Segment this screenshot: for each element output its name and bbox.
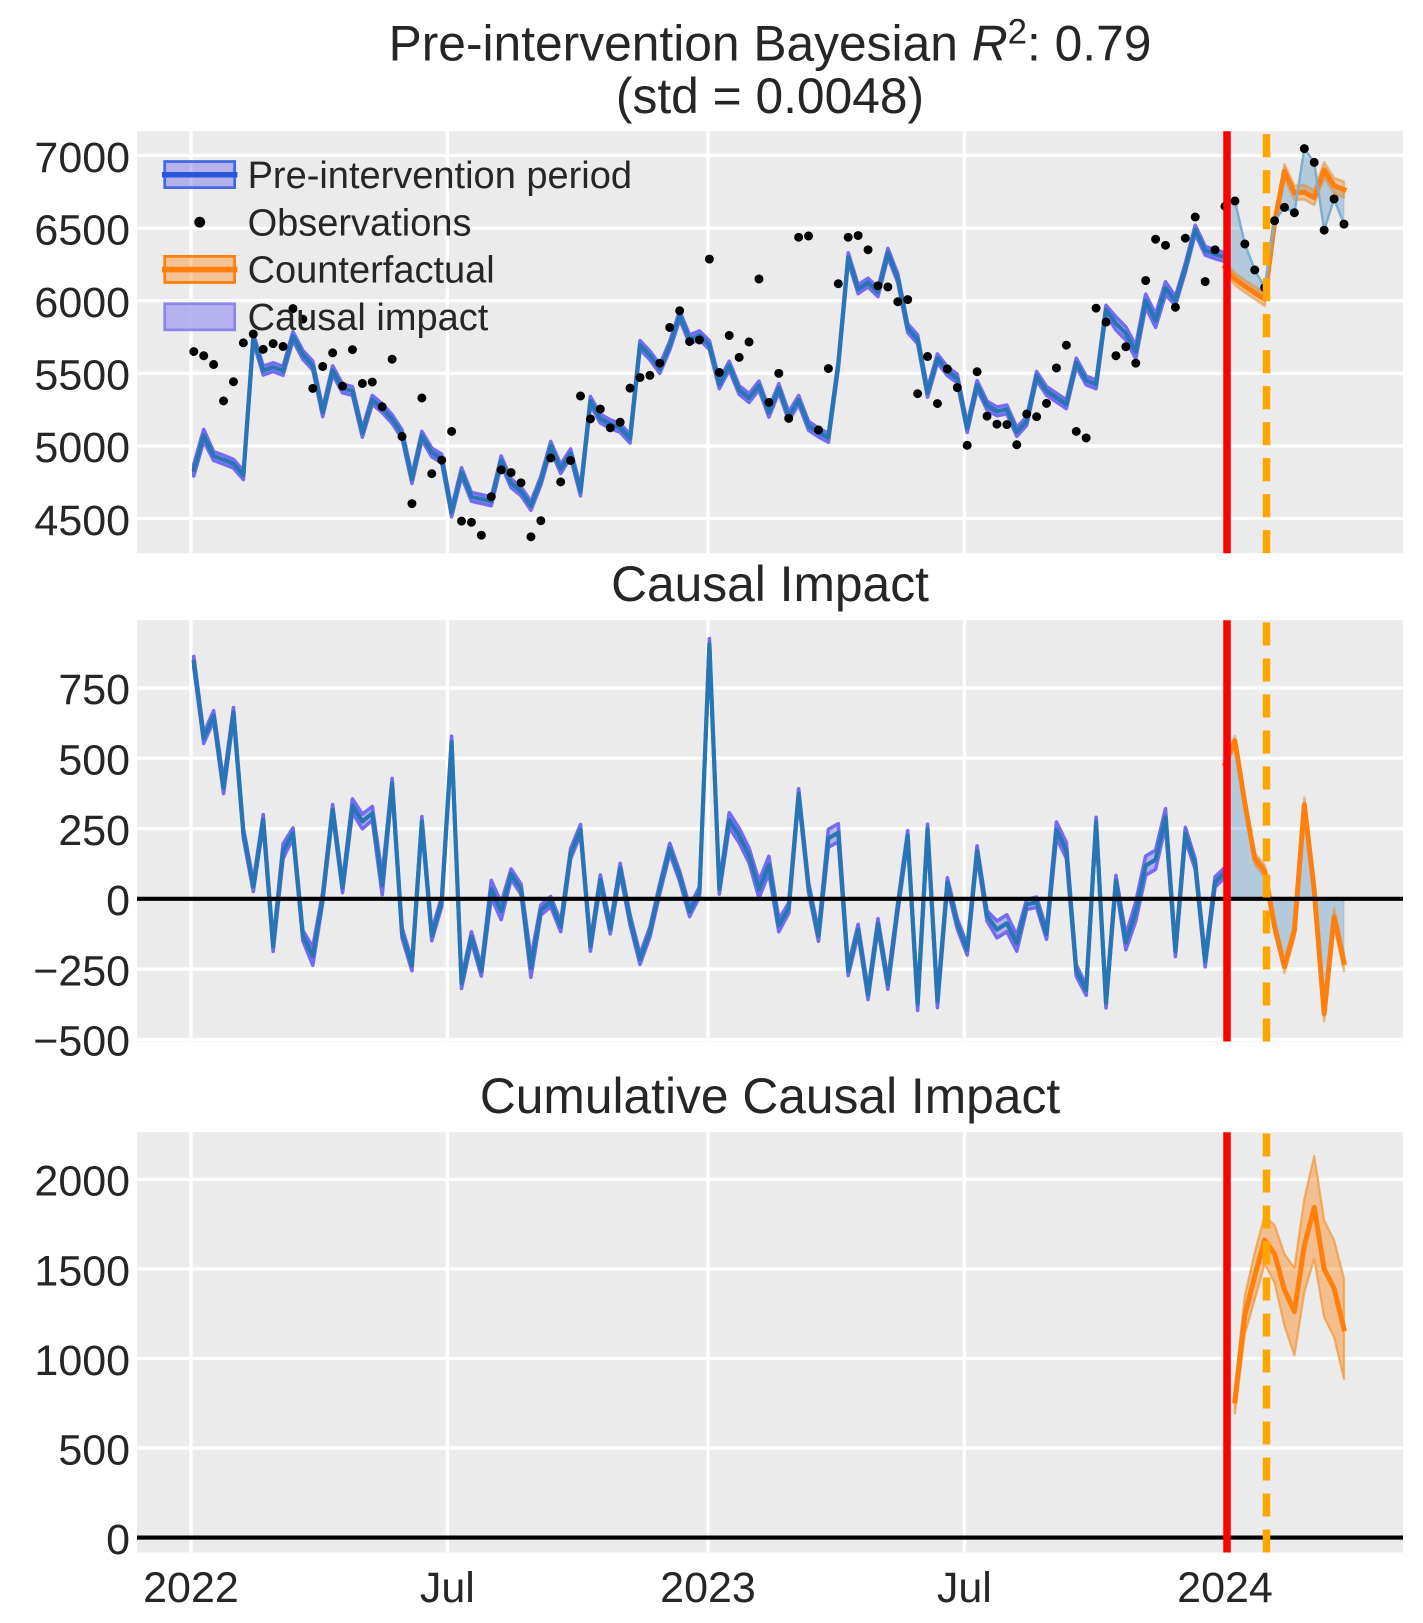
svg-text:4500: 4500 bbox=[34, 497, 130, 545]
svg-text:(std = 0.0048): (std = 0.0048) bbox=[616, 68, 924, 124]
svg-text:5500: 5500 bbox=[34, 352, 130, 400]
svg-text:Jul: Jul bbox=[937, 1564, 992, 1612]
svg-text:500: 500 bbox=[58, 1426, 130, 1474]
svg-text:Causal impact: Causal impact bbox=[248, 297, 489, 339]
svg-text:2023: 2023 bbox=[660, 1564, 756, 1612]
svg-text:−250: −250 bbox=[33, 947, 130, 995]
svg-text:1000: 1000 bbox=[34, 1337, 130, 1385]
svg-text:250: 250 bbox=[58, 807, 130, 855]
svg-text:Pre-intervention Bayesian R2:: Pre-intervention Bayesian R2: 0.79 bbox=[389, 13, 1152, 72]
svg-text:2022: 2022 bbox=[143, 1564, 239, 1612]
svg-text:0: 0 bbox=[106, 877, 130, 925]
svg-text:6500: 6500 bbox=[34, 206, 130, 254]
svg-text:500: 500 bbox=[58, 737, 130, 785]
svg-text:2000: 2000 bbox=[34, 1158, 130, 1206]
svg-text:1500: 1500 bbox=[34, 1247, 130, 1295]
svg-text:Jul: Jul bbox=[420, 1564, 475, 1612]
svg-text:Pre-intervention period: Pre-intervention period bbox=[248, 155, 632, 197]
svg-text:750: 750 bbox=[58, 666, 130, 714]
svg-text:7000: 7000 bbox=[34, 134, 130, 182]
svg-text:Observations: Observations bbox=[248, 202, 472, 244]
svg-text:5000: 5000 bbox=[34, 424, 130, 472]
svg-text:2024: 2024 bbox=[1177, 1564, 1273, 1612]
svg-text:0: 0 bbox=[106, 1516, 130, 1564]
svg-text:6000: 6000 bbox=[34, 279, 130, 327]
svg-text:Cumulative Causal Impact: Cumulative Causal Impact bbox=[480, 1068, 1060, 1124]
svg-text:−500: −500 bbox=[33, 1018, 130, 1066]
svg-text:Causal Impact: Causal Impact bbox=[611, 556, 929, 612]
svg-text:Counterfactual: Counterfactual bbox=[248, 250, 495, 292]
